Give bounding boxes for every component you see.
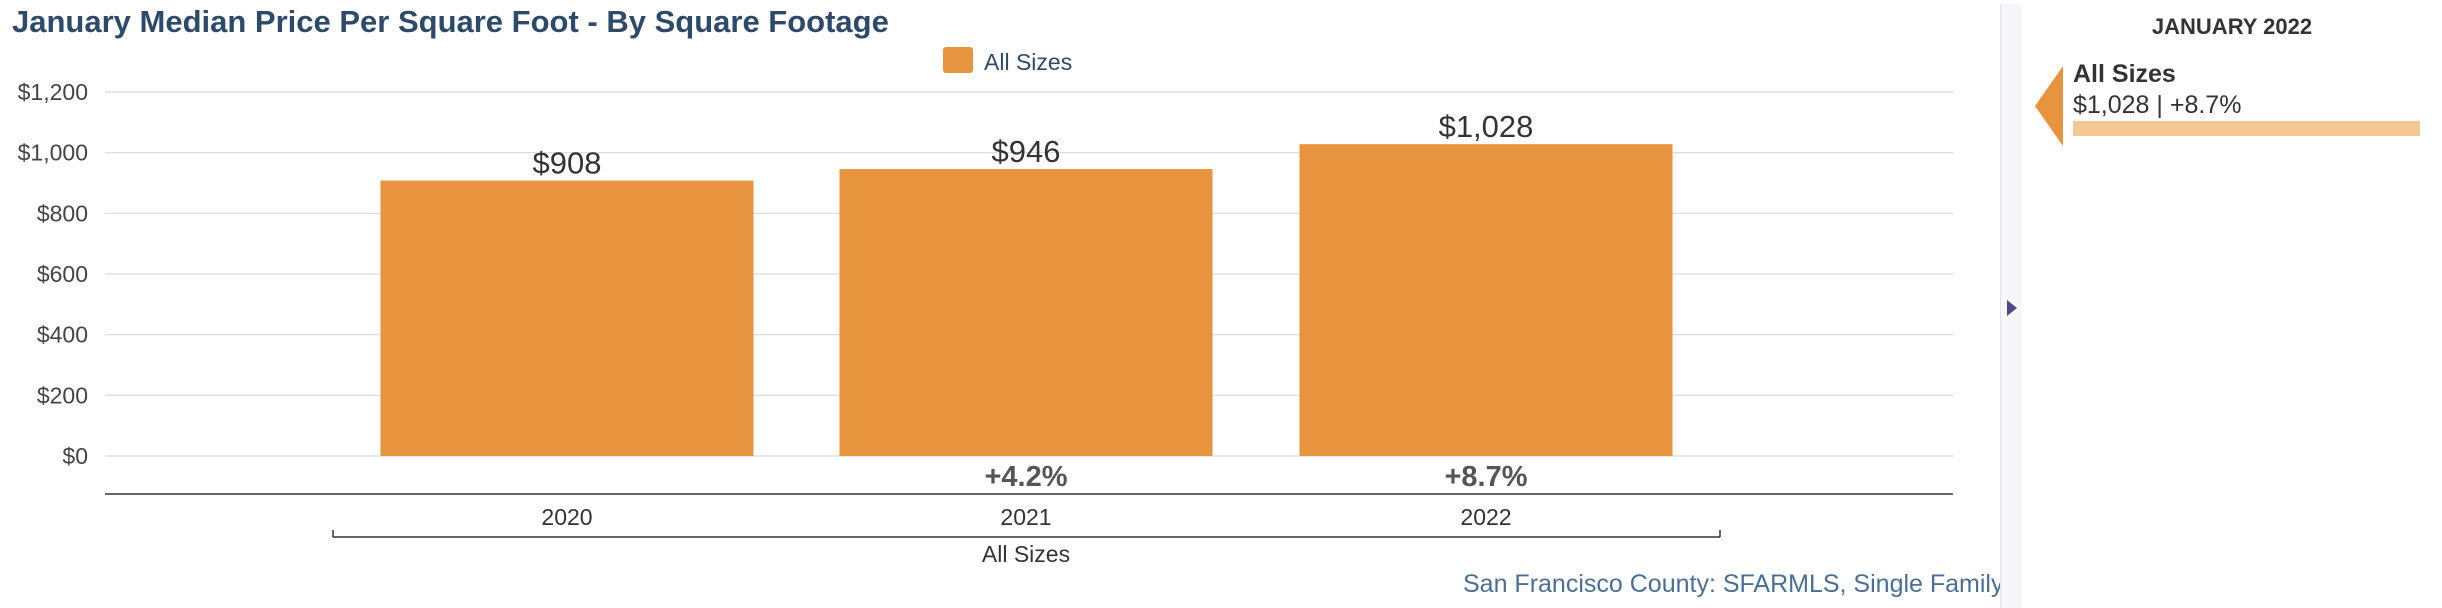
y-tick-label: $200: [37, 382, 88, 408]
panel-item-bar-fill: [2073, 121, 2420, 136]
bar-2020[interactable]: [380, 180, 754, 456]
legend[interactable]: All Sizes: [943, 47, 1072, 75]
panel-item-name: All Sizes: [2073, 60, 2176, 88]
change-label: +8.7%: [1444, 461, 1527, 493]
pointer-arrow-icon: [2035, 66, 2063, 146]
bar-chart: $0$200$400$600$800$1,000$1,200 $908 $946$…: [18, 47, 1953, 567]
x-tick-label: 2020: [541, 504, 592, 530]
y-tick-label: $600: [37, 261, 88, 287]
panel-item-value: $1,028 | +8.7%: [2073, 91, 2242, 119]
y-tick-label: $800: [37, 200, 88, 226]
bar-2022[interactable]: [1299, 144, 1673, 456]
group-label: All Sizes: [982, 541, 1070, 567]
data-label: $946: [992, 134, 1061, 169]
change-labels: +4.2% +8.7%: [984, 461, 1527, 493]
legend-label[interactable]: All Sizes: [984, 49, 1072, 75]
data-labels: $908 $946 $1,028: [533, 109, 1534, 180]
x-tick-label: 2022: [1460, 504, 1511, 530]
caret-right-icon: [2007, 300, 2017, 316]
data-label: $908: [533, 146, 602, 181]
panel-item-bar: [2073, 121, 2420, 136]
data-label: $1,028: [1439, 109, 1534, 144]
panel-title: JANUARY 2022: [2151, 14, 2313, 39]
x-tick-label: 2021: [1000, 504, 1051, 530]
chart-title: January Median Price Per Square Foot - B…: [12, 4, 889, 39]
bars: [380, 144, 1673, 456]
y-tick-label: $0: [62, 443, 88, 469]
detail-panel: JANUARY 2022 All Sizes $1,028 | +8.7%: [2022, 0, 2442, 608]
bar-2021[interactable]: [839, 169, 1213, 456]
y-axis-tick-labels: $0 $200 $400 $600 $800 $1,000 $1,200: [18, 79, 88, 469]
legend-swatch: [943, 47, 973, 73]
x-axis-tick-labels: 2020 2021 2022: [541, 504, 1511, 530]
y-tick-label: $1,000: [18, 140, 88, 166]
panel-toggle-button[interactable]: [2000, 4, 2024, 608]
source-note: San Francisco County: SFARMLS, Single Fa…: [1463, 570, 2004, 598]
change-label: +4.2%: [984, 461, 1067, 493]
y-tick-label: $1,200: [18, 79, 88, 105]
y-tick-label: $400: [37, 322, 88, 348]
